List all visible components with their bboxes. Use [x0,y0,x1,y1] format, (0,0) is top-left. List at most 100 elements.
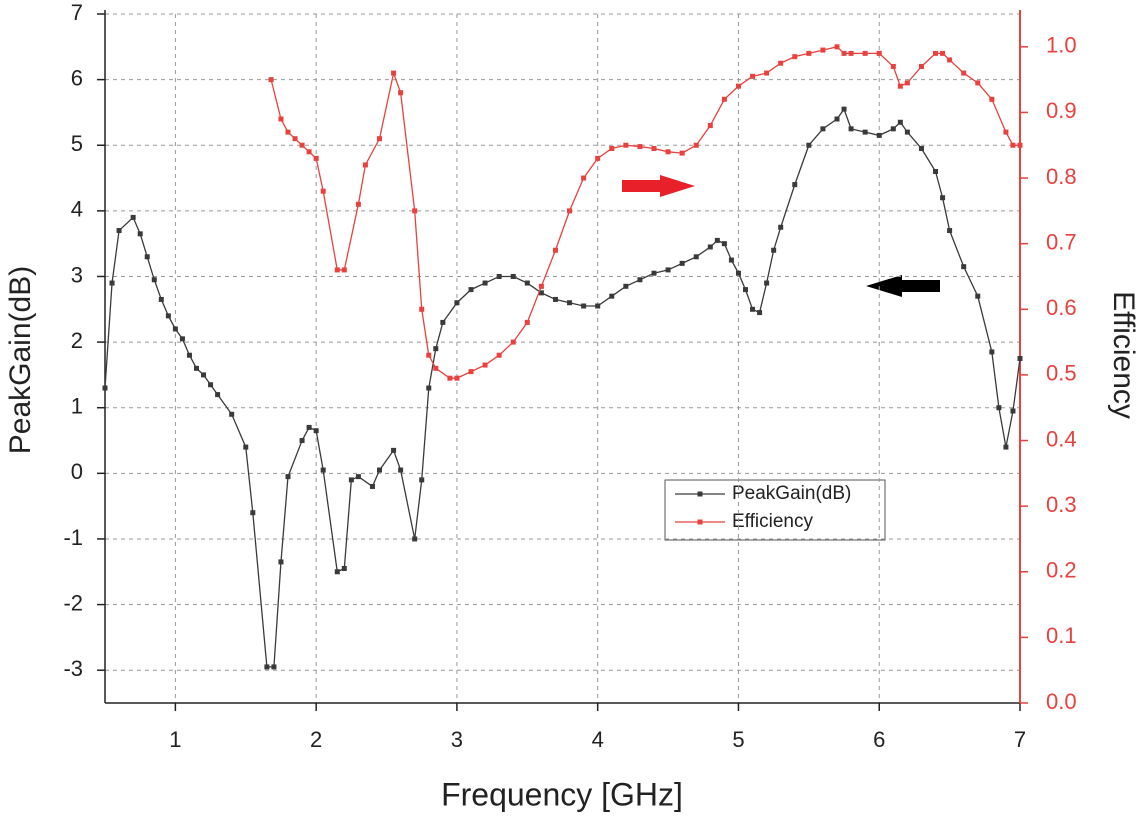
point [989,96,995,102]
point [348,477,354,483]
point [757,310,763,316]
x-tick-label: 1 [169,727,181,752]
point [419,306,425,312]
point [764,70,770,76]
y2-tick-label: 0.6 [1046,295,1077,320]
point [109,280,115,286]
point [721,96,727,102]
point [552,247,558,253]
point [792,54,798,60]
legend-label: Efficiency [732,511,813,532]
y-tick-label: 4 [71,197,83,222]
point [904,129,910,135]
point [623,283,629,289]
point [320,188,326,194]
legend: PeakGain(dB) Efficiency [664,479,886,541]
point [278,559,284,565]
point [897,83,903,89]
point [679,260,685,266]
x-axis-title: Frequency [GHz] [441,776,683,812]
point [665,149,671,155]
point [679,150,685,156]
point [862,129,868,135]
y-tick-label: 7 [71,0,83,25]
point [890,126,896,132]
y-tick-label: 5 [71,131,83,156]
point [391,70,397,76]
point [1010,142,1016,148]
point [419,477,425,483]
point [412,208,418,214]
point [918,63,924,69]
point [355,474,361,480]
point [933,168,939,174]
point [426,352,432,358]
point [918,146,924,152]
point [834,116,840,122]
point [750,73,756,79]
point [996,405,1002,411]
y2-tick-label: 0.8 [1046,164,1077,189]
point [848,126,854,132]
arrow-left [866,275,940,297]
point [102,385,108,391]
point [876,132,882,138]
point [581,303,587,309]
y2-tick-label: 0.5 [1046,361,1077,386]
point [299,438,305,444]
point [264,664,270,670]
point [947,57,953,63]
series-line [270,46,1020,379]
point [609,293,615,299]
point [454,375,460,381]
point [278,116,284,122]
point [771,247,777,253]
y2-tick-label: 1.0 [1046,33,1077,58]
y2-tick-label: 0.2 [1046,558,1077,583]
point [468,369,474,375]
point [806,50,812,56]
x-tick-label: 4 [592,727,604,752]
point [1017,142,1023,148]
legend-label: PeakGain(dB) [732,483,851,504]
point [179,336,185,342]
point [897,119,903,125]
y-tick-label: -2 [63,590,83,615]
point [299,142,305,148]
point [989,349,995,355]
point [820,47,826,53]
point [595,155,601,161]
y2-tick-label: 0.4 [1046,426,1077,451]
point [194,365,199,371]
point [841,50,847,56]
point [1010,408,1016,414]
point [524,319,530,325]
series-line [104,107,1021,668]
point [116,228,122,234]
point [341,267,347,273]
point [735,270,741,276]
point [721,241,727,247]
point [961,70,967,76]
point [735,83,741,89]
legend-box [664,479,886,541]
y2-tick-label: 0.1 [1046,623,1077,648]
legend-marker [697,519,703,525]
point [637,144,643,150]
point [433,346,439,352]
point [144,254,150,260]
point [398,90,404,96]
point [623,142,629,148]
point [778,224,784,230]
point [792,182,798,188]
point [862,50,868,56]
y2-tick-label: 0.7 [1046,229,1077,254]
point [496,352,502,358]
point [940,195,946,201]
point [412,536,418,542]
point [728,257,734,263]
y-tick-label: 3 [71,262,83,287]
point [1003,444,1009,450]
point [320,467,326,473]
